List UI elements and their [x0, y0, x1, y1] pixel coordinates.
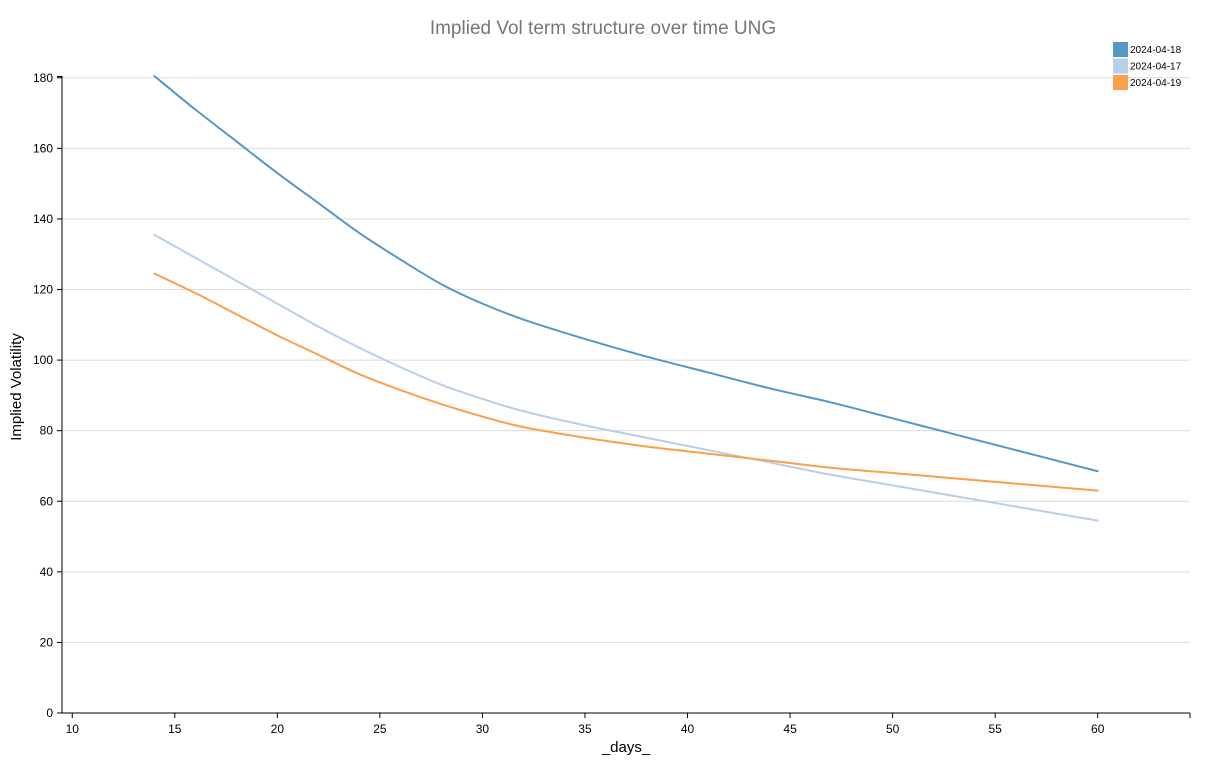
series-line-2024-04-17: [153, 233, 1099, 522]
axes: [57, 76, 1191, 718]
legend-label-2024-04-18: 2024-04-18: [1130, 45, 1182, 56]
x-tick-label: 30: [476, 722, 490, 736]
axis-domain: [57, 76, 1190, 714]
y-tick-label: 160: [33, 141, 53, 155]
series-lines: [153, 75, 1099, 522]
chart-title: Implied Vol term structure over time UNG: [430, 18, 776, 39]
x-axis-label: _days_: [601, 739, 651, 756]
x-tick-label: 40: [681, 722, 695, 736]
y-axis-ticks: 0 20 40 60 80 100 120 140 160 180: [33, 71, 62, 720]
x-tick-label: 25: [373, 722, 387, 736]
y-tick-label: 80: [40, 424, 54, 438]
x-axis-ticks: 10 15 20 25 30 35 40 45 50 55 60: [66, 713, 1105, 736]
x-tick-label: 10: [66, 722, 80, 736]
y-tick-label: 40: [40, 565, 54, 579]
y-tick-label: 60: [40, 494, 54, 508]
y-tick-label: 140: [33, 212, 53, 226]
x-tick-label: 55: [988, 722, 1002, 736]
y-tick-label: 100: [33, 353, 53, 367]
legend: 2024-04-18 2024-04-17 2024-04-19: [1113, 42, 1182, 90]
legend-swatch-2024-04-18: [1113, 42, 1128, 57]
x-tick-label: 45: [783, 722, 797, 736]
gridlines: [62, 77, 1190, 643]
series-line-2024-04-18: [153, 75, 1099, 473]
x-tick-label: 35: [578, 722, 592, 736]
legend-swatch-2024-04-17: [1113, 58, 1128, 74]
y-tick-label: 0: [46, 706, 53, 720]
x-tick-label: 60: [1091, 722, 1105, 736]
y-tick-label: 180: [33, 71, 53, 85]
x-tick-label: 50: [886, 722, 900, 736]
x-tick-label: 15: [168, 722, 182, 736]
x-tick-label: 20: [271, 722, 285, 736]
series-line-2024-04-19: [153, 272, 1099, 492]
legend-swatch-2024-04-19: [1113, 75, 1128, 90]
legend-label-2024-04-19: 2024-04-19: [1130, 78, 1182, 89]
y-tick-label: 120: [33, 283, 53, 297]
y-axis-label: Implied Volatility: [8, 333, 25, 441]
legend-label-2024-04-17: 2024-04-17: [1130, 62, 1182, 73]
y-tick-label: 20: [40, 635, 54, 649]
